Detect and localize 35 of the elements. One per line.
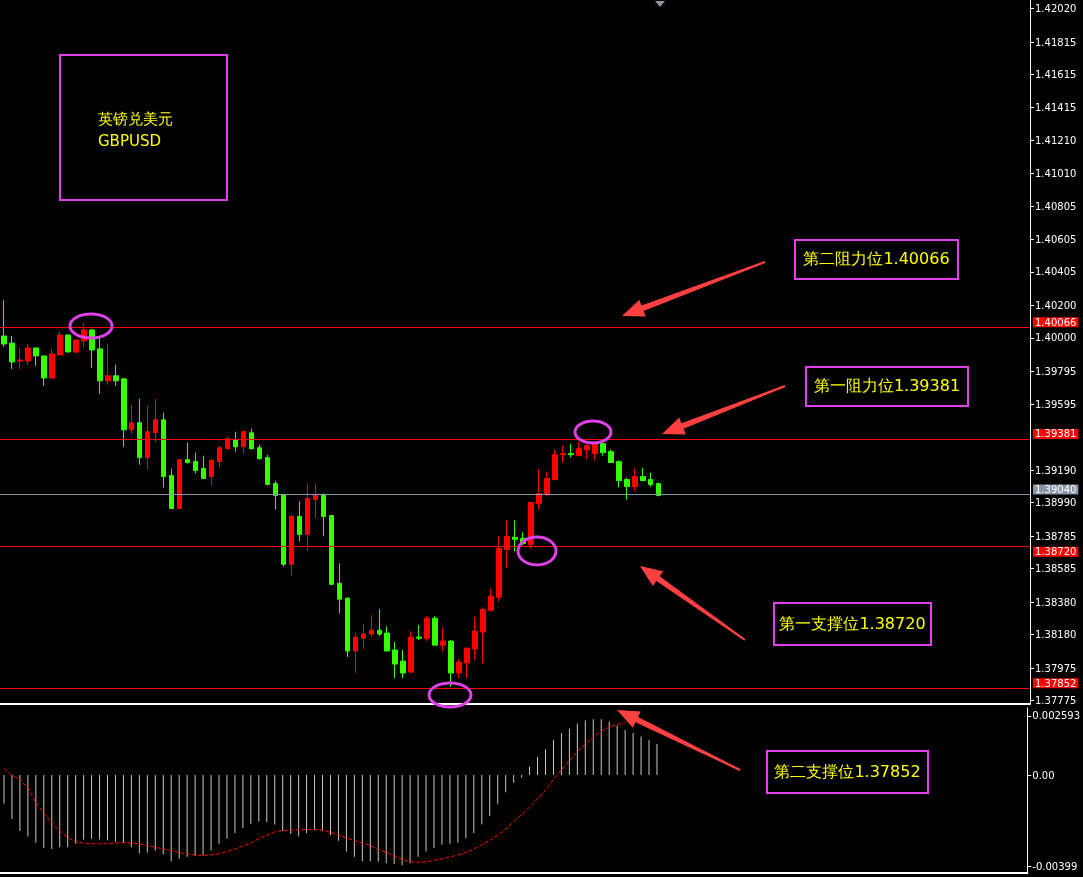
- y-tick-label: 1.39795: [1035, 365, 1077, 377]
- y-tick-label: 1.39595: [1035, 398, 1077, 410]
- annotation: 第一阻力位1.39381: [805, 366, 969, 407]
- y-tick-label: 1.37975: [1035, 662, 1077, 674]
- y-tick-label: 1.40605: [1035, 233, 1077, 245]
- text: 英镑兑美元: [98, 110, 173, 129]
- ref-line-label: 1.40066: [1035, 316, 1077, 328]
- text: GBPUSD: [98, 132, 162, 150]
- y-tick-label: 1.40200: [1035, 299, 1077, 311]
- y-tick-label: 1.38785: [1035, 530, 1077, 542]
- annotation: 第一支撑位1.38720: [773, 602, 932, 646]
- y-tick-label: 0.002593: [1032, 710, 1080, 722]
- y-tick-label: 0.00: [1032, 769, 1055, 781]
- y-tick-label: 1.38585: [1035, 563, 1077, 575]
- y-tick-label: -0.00399: [1032, 860, 1078, 872]
- y-tick-label: 1.38990: [1035, 497, 1077, 509]
- ref-line-label: 1.39040: [1035, 484, 1077, 495]
- y-tick-label: 1.38180: [1035, 629, 1077, 641]
- y-tick-label: 1.40000: [1035, 332, 1077, 344]
- y-tick-label: 1.41415: [1035, 101, 1077, 113]
- y-tick-label: 1.41615: [1035, 69, 1077, 81]
- y-tick-label: 1.41010: [1035, 167, 1077, 179]
- y-tick-label: 1.41815: [1035, 36, 1077, 48]
- y-tick-label: 1.37775: [1035, 695, 1077, 707]
- ref-line-label: 1.39381: [1035, 428, 1077, 440]
- y-tick-label: 1.42020: [1035, 3, 1077, 15]
- y-tick-label: 1.38380: [1035, 596, 1077, 608]
- annotation: 第二阻力位1.40066: [794, 239, 959, 280]
- y-tick-label: 1.41210: [1035, 135, 1077, 147]
- y-tick-label: 1.39190: [1035, 464, 1077, 476]
- y-tick-label: 1.40805: [1035, 201, 1077, 213]
- ref-line-label: 1.37852: [1035, 677, 1077, 689]
- ref-line-label: 1.38720: [1035, 546, 1077, 558]
- y-tick-label: 1.40405: [1035, 266, 1077, 278]
- annotation: 第二支撑位1.37852: [766, 750, 929, 794]
